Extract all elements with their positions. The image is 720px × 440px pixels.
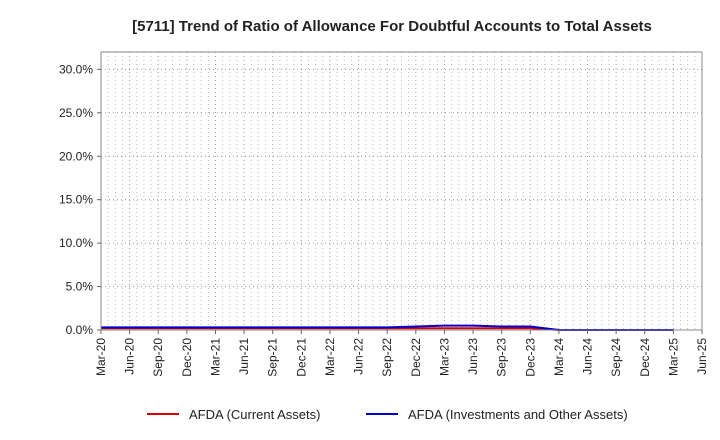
x-tick-label: Mar-22 [323,338,337,376]
x-tick-label: Sep-20 [151,338,165,377]
y-tick-label: 25.0% [59,106,93,120]
legend-label: AFDA (Current Assets) [189,407,320,422]
x-tick-label: Jun-20 [123,338,137,375]
chart-title: [5711] Trend of Ratio of Allowance For D… [132,18,652,35]
legend: AFDA (Current Assets) AFDA (Investments a… [147,407,628,422]
x-tick-label: Dec-22 [409,338,423,377]
legend-label: AFDA (Investments and Other Assets) [408,407,628,422]
y-tick-label: 15.0% [59,193,93,207]
x-tick-label: Jun-23 [466,338,480,375]
x-axis-ticks: Mar-20 Jun-20 Sep-20 Dec-20 Mar-21 Jun-21 Sep-… [94,330,709,377]
y-tick-label: 20.0% [59,149,93,163]
series-lines [101,324,674,331]
y-axis-ticks: 0.0% 5.0% 10.0% 15.0% 20.0% 25.0% 30.0% [59,62,101,337]
plot-area [100,51,703,331]
x-tick-label: Dec-20 [180,338,194,377]
y-tick-label: 30.0% [59,62,93,76]
x-tick-label: Dec-24 [638,338,652,377]
x-tick-label: Sep-23 [495,338,509,377]
x-tick-label: Mar-25 [666,338,680,376]
x-tick-label: Sep-24 [609,338,623,377]
y-tick-label: 0.0% [66,323,94,337]
y-tick-label: 10.0% [59,236,93,250]
x-tick-label: Dec-21 [294,338,308,377]
x-tick-label: Jun-22 [352,338,366,375]
x-tick-label: Mar-20 [94,338,108,376]
x-tick-label: Sep-21 [266,338,280,377]
x-tick-label: Jun-21 [237,338,251,375]
x-tick-label: Mar-23 [437,338,451,376]
y-tick-label: 5.0% [66,280,94,294]
x-tick-label: Sep-22 [380,338,394,377]
x-tick-label: Jun-25 [695,338,709,375]
x-tick-label: Jun-24 [581,338,595,375]
x-tick-label: Dec-23 [523,338,537,377]
series-line-2 [101,324,674,331]
x-tick-label: Mar-24 [552,338,566,376]
x-tick-label: Mar-21 [208,338,222,376]
grid [101,52,702,330]
